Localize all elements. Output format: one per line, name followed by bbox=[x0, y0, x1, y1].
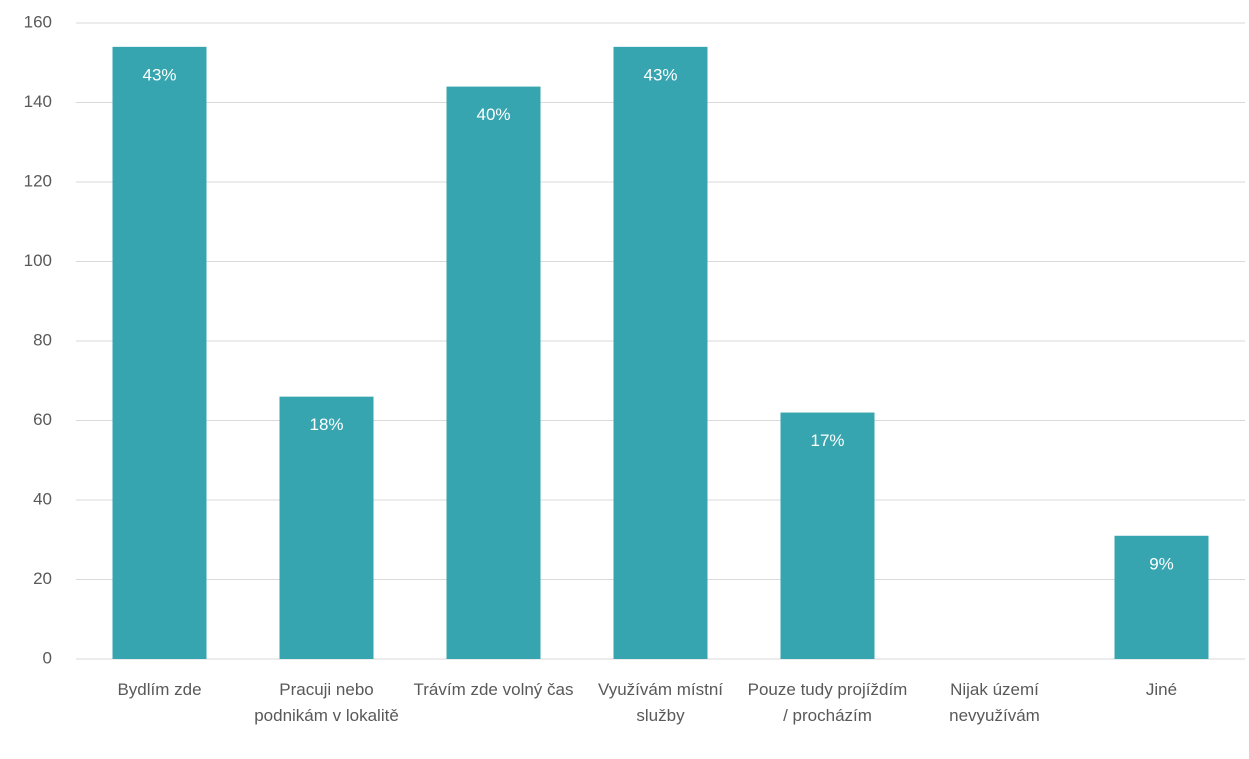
y-tick-label: 40 bbox=[33, 489, 52, 508]
x-tick-label: Pracuji nebo podnikám v lokalitě bbox=[254, 680, 399, 725]
bar bbox=[1114, 535, 1209, 659]
bar bbox=[613, 46, 708, 660]
x-tick-label: Trávím zde volný čas bbox=[413, 680, 574, 699]
bar bbox=[279, 396, 374, 659]
bar bbox=[112, 46, 207, 660]
x-tick-label: Využívám místní služby bbox=[597, 680, 723, 725]
y-tick-label: 60 bbox=[33, 410, 52, 429]
x-tick-label: Pouze tudy projíždím / procházím bbox=[747, 680, 908, 725]
y-tick-label: 20 bbox=[33, 569, 52, 588]
data-label: 17% bbox=[810, 431, 844, 450]
y-tick-label: 0 bbox=[43, 648, 52, 667]
data-label: 40% bbox=[476, 105, 510, 124]
data-label: 43% bbox=[142, 65, 176, 84]
data-label: 43% bbox=[643, 65, 677, 84]
y-tick-label: 80 bbox=[33, 330, 52, 349]
x-tick-label: Jiné bbox=[1145, 680, 1178, 699]
data-label: 9% bbox=[1149, 554, 1174, 573]
x-tick-label: Nijak území nevyužívám bbox=[949, 680, 1040, 725]
bar bbox=[780, 412, 875, 659]
data-label: 18% bbox=[309, 415, 343, 434]
y-tick-label: 100 bbox=[24, 251, 52, 270]
y-tick-label: 120 bbox=[24, 171, 52, 190]
x-tick-label: Bydlím zde bbox=[117, 680, 202, 699]
y-tick-label: 160 bbox=[24, 12, 52, 31]
bar bbox=[446, 86, 541, 660]
y-tick-label: 140 bbox=[24, 92, 52, 111]
